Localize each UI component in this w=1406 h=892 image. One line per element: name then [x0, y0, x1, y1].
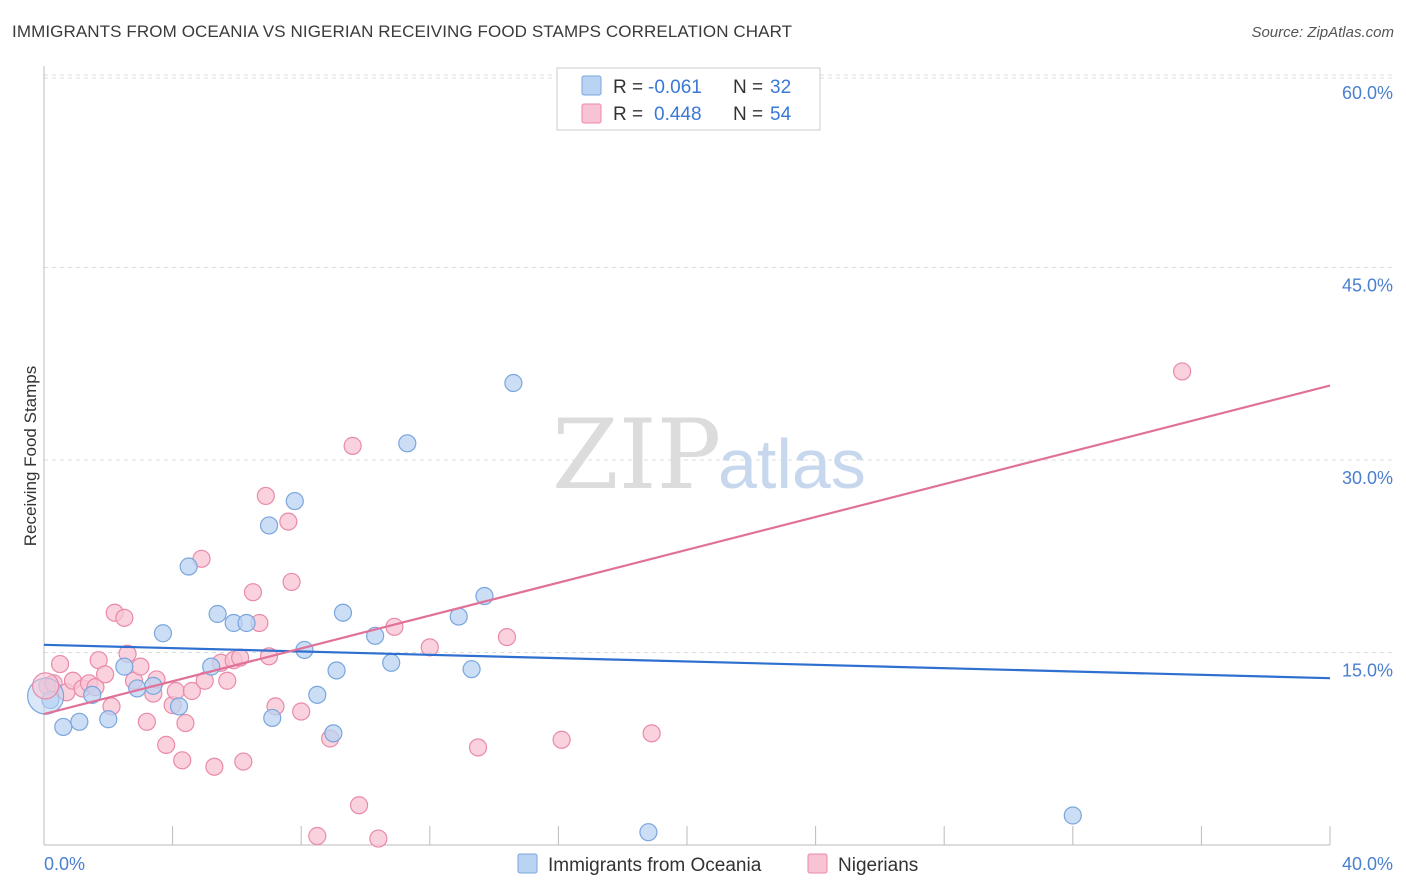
points-layer: [27, 362, 1192, 848]
point-nigerians: [131, 657, 150, 676]
tick-layer: 15.0% 30.0% 45.0% 60.0% 0.0% 40.0%: [43, 83, 1393, 874]
point-nigerians: [182, 681, 201, 701]
series-legend-swatch-nigerians: [807, 853, 828, 874]
watermark: ZIP atlas: [552, 399, 866, 511]
point-oceania: [237, 613, 256, 633]
series-legend: Immigrants from Oceania Nigerians: [517, 853, 918, 876]
point-nigerians: [234, 752, 253, 771]
point-nigerians: [349, 796, 369, 815]
legend-r-value-oceania: -0.061: [648, 77, 702, 98]
legend-swatch-nigerians: [581, 103, 602, 124]
point-nigerians: [137, 712, 156, 731]
watermark-atlas: atlas: [718, 425, 866, 503]
point-oceania: [83, 685, 102, 704]
legend-n-value-nigerians: 54: [770, 104, 792, 125]
point-oceania: [169, 697, 189, 716]
point-nigerians: [369, 829, 388, 848]
chart-title: IMMIGRANTS FROM OCEANIA VS NIGERIAN RECE…: [12, 22, 793, 41]
point-oceania: [1063, 806, 1082, 825]
y-tick-label: 15.0%: [1342, 661, 1393, 681]
point-oceania: [179, 557, 198, 576]
point-nigerians: [115, 608, 134, 627]
point-nigerians: [468, 738, 488, 757]
point-oceania: [308, 685, 327, 704]
point-oceania: [398, 434, 417, 453]
point-nigerians: [1173, 362, 1192, 381]
point-oceania: [333, 603, 353, 622]
legend-n-label-oceania: N =: [733, 77, 763, 98]
chart-source: Source: ZipAtlas.com: [1251, 24, 1394, 41]
grid-layer: [44, 74, 1392, 653]
point-oceania: [259, 516, 279, 535]
point-nigerians: [95, 665, 115, 684]
point-oceania: [639, 823, 658, 842]
series-legend-swatch-oceania: [517, 853, 538, 874]
x-tick-label-max: 40.0%: [1342, 854, 1393, 874]
point-oceania: [382, 653, 401, 672]
y-tick-label: 45.0%: [1342, 276, 1393, 296]
point-oceania: [462, 660, 481, 679]
point-nigerians: [343, 436, 362, 455]
point-nigerians: [279, 512, 298, 531]
trendline-nigerians: [43, 384, 1331, 716]
point-nigerians: [256, 486, 275, 506]
point-nigerians: [292, 702, 311, 721]
point-nigerians: [50, 654, 70, 674]
point-oceania: [324, 724, 343, 743]
y-axis-label: Receiving Food Stamps: [21, 366, 40, 546]
point-nigerians: [218, 671, 237, 690]
point-nigerians: [308, 826, 327, 846]
watermark-zip: ZIP: [552, 399, 721, 511]
point-oceania: [208, 604, 227, 624]
point-nigerians: [166, 681, 185, 701]
point-nigerians: [552, 730, 571, 749]
legend-n-value-oceania: 32: [770, 77, 791, 98]
trend-layer: [43, 384, 1331, 716]
point-nigerians: [243, 583, 263, 602]
point-nigerians-large: [32, 672, 60, 700]
point-oceania: [263, 708, 282, 728]
trendline-oceania: [43, 643, 1331, 680]
point-nigerians: [642, 724, 661, 743]
point-nigerians: [497, 627, 517, 647]
point-nigerians: [205, 757, 224, 776]
legend-r-value-nigerians: 0.448: [654, 104, 702, 125]
legend-r-label-nigerians: R =: [613, 104, 643, 125]
point-oceania: [115, 657, 134, 676]
point-nigerians: [176, 713, 195, 733]
point-oceania: [327, 661, 346, 680]
point-nigerians: [173, 751, 192, 770]
legend-r-label-oceania: R =: [613, 77, 643, 98]
x-tick-label-min: 0.0%: [44, 854, 85, 874]
point-oceania: [153, 624, 173, 643]
point-oceania: [70, 712, 89, 731]
legend-n-label-nigerians: N =: [733, 104, 763, 125]
point-oceania: [99, 710, 118, 729]
point-oceania: [54, 717, 73, 737]
point-oceania: [504, 373, 523, 393]
point-nigerians: [282, 572, 301, 592]
correlation-legend: R = -0.061 N = 32 R = 0.448 N = 54: [556, 67, 821, 131]
legend-swatch-oceania: [581, 75, 602, 96]
series-legend-label-nigerians: Nigerians: [838, 855, 918, 876]
point-nigerians: [157, 735, 176, 755]
point-oceania: [285, 491, 304, 511]
y-tick-label: 60.0%: [1342, 83, 1393, 103]
y-tick-label: 30.0%: [1342, 468, 1393, 488]
series-legend-label-oceania: Immigrants from Oceania: [548, 855, 762, 876]
point-nigerians: [420, 638, 439, 657]
